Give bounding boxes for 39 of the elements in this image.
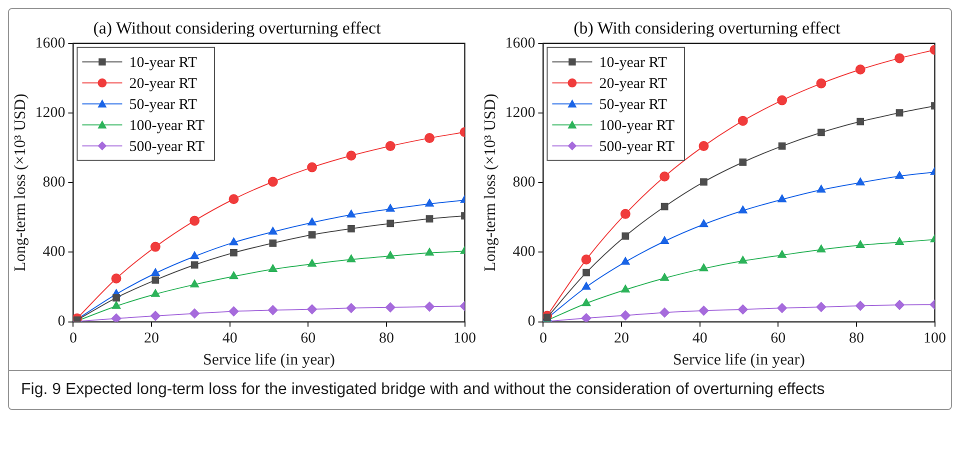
y-tick-label: 400 <box>512 244 536 260</box>
caption: Fig. 9 Expected long-term loss for the investigated bridge with and without the consideration of overturning effects <box>21 380 826 400</box>
y-tick-label: 800 <box>42 174 66 191</box>
x-tick-label: 100 <box>924 330 946 347</box>
x-tick-label: 80 <box>378 330 394 347</box>
x-tick-label: 100 <box>454 330 476 347</box>
x-axis-title: Service life (in year) <box>673 352 805 369</box>
x-tick-label: 20 <box>144 330 160 347</box>
legend-label: 50-year RT <box>129 96 198 113</box>
y-axis-title: Long-term loss (×10³ USD) <box>482 94 499 272</box>
y-tick-label: 400 <box>42 244 66 260</box>
x-tick-label: 80 <box>848 330 864 347</box>
x-tick-label: 0 <box>539 330 547 347</box>
x-axis-title: Service life (in year) <box>203 352 335 369</box>
x-tick-label: 40 <box>222 330 238 347</box>
legend-label: 100-year RT <box>129 118 205 134</box>
y-tick-label: 0 <box>58 314 66 330</box>
chart-title: (a) Without considering overturning effect <box>93 18 382 38</box>
y-tick-label: 1200 <box>35 104 66 121</box>
x-tick-label: 20 <box>614 330 630 347</box>
legend-label: 100-year RT <box>599 118 675 134</box>
legend-label: 10-year RT <box>599 54 668 71</box>
legend-label: 500-year RT <box>599 138 675 155</box>
x-tick-label: 0 <box>69 330 77 347</box>
legend-label: 10-year RT <box>129 54 198 71</box>
x-tick-label: 40 <box>692 330 708 347</box>
y-axis-title: Long-term loss (×10³ USD) <box>12 94 29 272</box>
y-tick-label: 1600 <box>505 35 536 52</box>
y-tick-label: 1600 <box>35 35 66 52</box>
legend-label: 500-year RT <box>129 138 205 155</box>
x-tick-label: 60 <box>770 330 786 347</box>
y-tick-label: 0 <box>528 314 536 330</box>
y-tick-label: 800 <box>512 174 536 191</box>
legend-label: 20-year RT <box>599 76 668 92</box>
legend-label: 50-year RT <box>599 96 668 113</box>
chart-title: (b) With considering overturning effect <box>574 18 841 38</box>
y-tick-label: 1200 <box>505 104 536 121</box>
legend-label: 20-year RT <box>129 76 198 92</box>
x-tick-label: 60 <box>300 330 316 347</box>
